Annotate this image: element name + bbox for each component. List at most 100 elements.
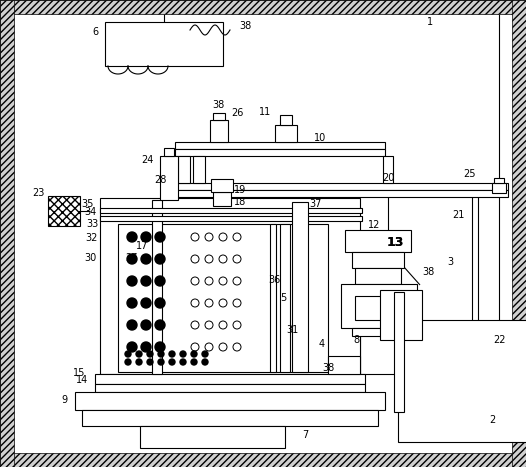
Circle shape [158, 351, 164, 357]
Bar [0, 453, 526, 467]
Text: 38: 38 [212, 100, 224, 110]
Text: 30: 30 [84, 253, 96, 263]
Circle shape [155, 232, 165, 242]
Text: 8: 8 [353, 335, 359, 345]
Text: 23: 23 [32, 188, 44, 198]
Text: 36: 36 [268, 275, 280, 285]
Circle shape [155, 298, 165, 308]
Text: 17: 17 [136, 241, 148, 251]
Bar [48, 196, 80, 226]
Bar [380, 290, 422, 340]
Text: 1: 1 [427, 17, 433, 27]
Text: 3: 3 [447, 257, 453, 267]
Bar [118, 224, 328, 372]
Bar [140, 426, 285, 448]
Text: 37: 37 [310, 199, 322, 209]
Circle shape [127, 276, 137, 286]
Circle shape [141, 298, 151, 308]
Text: 38: 38 [422, 267, 434, 277]
Text: 24: 24 [141, 155, 153, 165]
Circle shape [125, 359, 131, 365]
Text: 21: 21 [452, 210, 464, 220]
Circle shape [155, 342, 165, 352]
Text: 4: 4 [319, 339, 325, 349]
Bar [465, 356, 483, 370]
Circle shape [127, 298, 137, 308]
Text: 15: 15 [73, 368, 85, 378]
Circle shape [191, 359, 197, 365]
Bar [75, 392, 385, 410]
Circle shape [127, 232, 137, 242]
Circle shape [155, 276, 165, 286]
Text: 19: 19 [234, 185, 246, 195]
Bar [280, 224, 290, 372]
Bar [175, 190, 508, 197]
Bar [213, 192, 231, 206]
Circle shape [125, 351, 131, 357]
Circle shape [180, 351, 186, 357]
Bar [280, 115, 292, 125]
Text: 33: 33 [86, 219, 98, 229]
Bar [160, 156, 178, 200]
Circle shape [141, 320, 151, 330]
Bar [292, 202, 308, 372]
Bar [152, 200, 162, 374]
Circle shape [127, 254, 137, 264]
Bar [512, 0, 526, 467]
Bar [394, 292, 404, 412]
Circle shape [202, 359, 208, 365]
Bar [178, 156, 190, 183]
Bar [328, 356, 360, 374]
Text: 38: 38 [239, 21, 251, 31]
Circle shape [169, 351, 175, 357]
Circle shape [127, 342, 137, 352]
Bar [82, 410, 378, 426]
Bar [175, 149, 385, 156]
Text: 14: 14 [76, 375, 88, 385]
Text: 35: 35 [82, 199, 94, 209]
Circle shape [141, 232, 151, 242]
Bar [193, 156, 205, 183]
Bar [100, 208, 362, 213]
Text: 25: 25 [464, 169, 476, 179]
Bar [213, 113, 225, 120]
Bar [175, 183, 508, 190]
Circle shape [127, 320, 137, 330]
Bar [345, 230, 411, 252]
Circle shape [169, 359, 175, 365]
Circle shape [136, 359, 142, 365]
Text: 38: 38 [322, 363, 334, 373]
Bar [456, 340, 492, 356]
Circle shape [180, 359, 186, 365]
Text: 2: 2 [489, 415, 495, 425]
Bar [456, 378, 492, 386]
Circle shape [136, 351, 142, 357]
Bar [352, 252, 404, 268]
Bar [355, 268, 401, 284]
Circle shape [158, 359, 164, 365]
Text: 26: 26 [231, 108, 243, 118]
Text: 31: 31 [286, 325, 298, 335]
Bar [0, 0, 14, 467]
Bar [456, 370, 492, 378]
Bar [352, 328, 406, 336]
Bar [100, 198, 360, 374]
Bar [492, 183, 506, 193]
Text: 20: 20 [382, 173, 394, 183]
Bar [270, 224, 276, 372]
Bar [275, 125, 297, 142]
Bar [494, 178, 504, 183]
Bar [95, 374, 365, 384]
Bar [175, 142, 385, 149]
Text: 11: 11 [259, 107, 271, 117]
Bar [95, 384, 365, 392]
Text: 13: 13 [386, 235, 403, 248]
Text: 28: 28 [154, 175, 166, 185]
Bar [164, 148, 174, 156]
Bar [383, 156, 393, 183]
Circle shape [191, 351, 197, 357]
Circle shape [202, 351, 208, 357]
Text: 32: 32 [86, 233, 98, 243]
Bar [0, 0, 526, 14]
Text: 27: 27 [126, 253, 138, 263]
